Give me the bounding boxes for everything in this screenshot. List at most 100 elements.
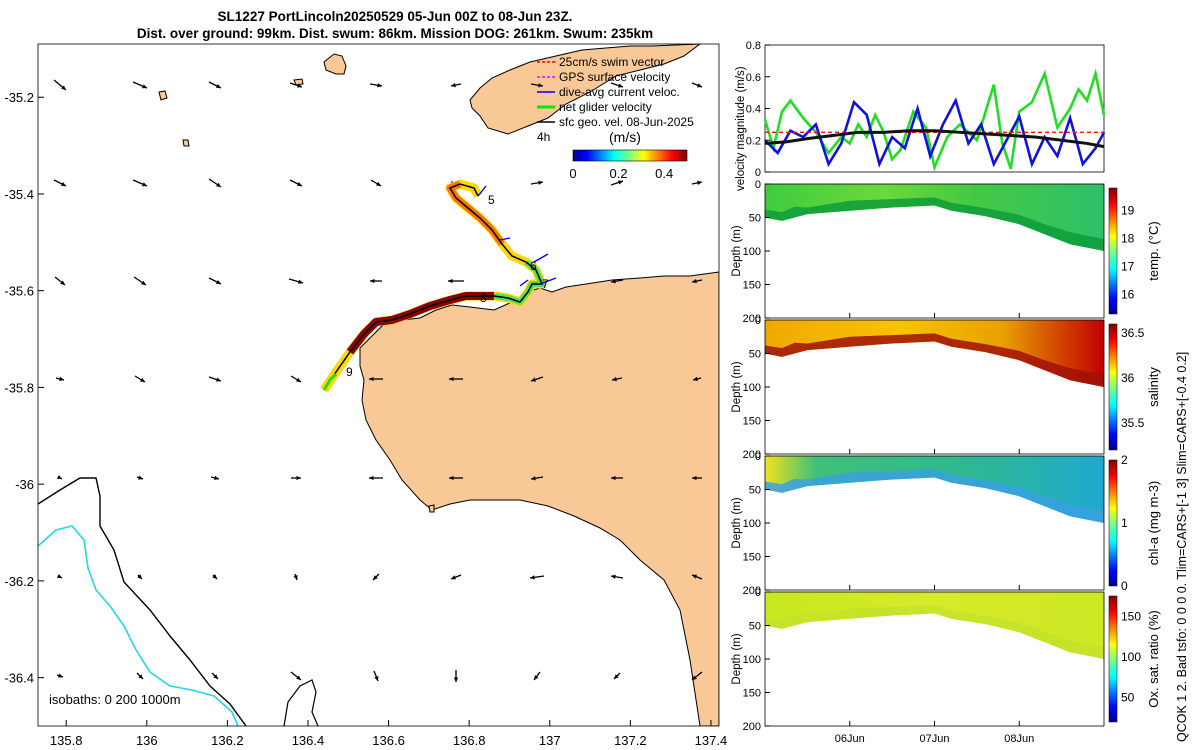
velocity-y-tick-label: 0.8 <box>746 40 761 52</box>
colorbar-tick-label: 35.5 <box>1121 416 1145 430</box>
depth-axis-label: Depth (m) <box>731 361 743 412</box>
sfc-vector-head <box>141 280 146 285</box>
land-north-coast <box>469 44 701 135</box>
colorbar-tick-label: 0 <box>569 166 576 181</box>
sfc-vector-head <box>448 278 453 284</box>
sfc-vector-head <box>138 475 143 480</box>
sfc-vector-head <box>216 377 221 382</box>
sfc-vector-head <box>451 82 456 88</box>
sfc-vector-head <box>142 182 147 187</box>
colorbar-ticks: 0 0.2 0.4 <box>569 166 673 181</box>
sfc-vector-head <box>449 475 454 481</box>
section-lower-layer <box>765 605 1104 659</box>
section-data-field <box>765 320 1104 387</box>
island-small-3 <box>293 78 304 86</box>
depth-tick-label: 150 <box>743 552 761 564</box>
map-x-tick-label: 136.8 <box>453 733 486 748</box>
depth-tick-label: 100 <box>743 654 761 666</box>
current-vector <box>519 279 529 287</box>
section-lower-layer <box>765 333 1104 387</box>
depth-tick-label: 100 <box>743 246 761 258</box>
colorbar-tick-label: 0.2 <box>610 166 628 181</box>
time-tick-label: 06Jun <box>835 733 865 745</box>
island-small-2 <box>182 139 190 147</box>
sfc-vector-head <box>611 574 616 579</box>
depth-tick-label: 0 <box>755 315 761 327</box>
velocity-colorbar <box>572 149 688 162</box>
colorbar-label: Ox. sat. ratio (%) <box>1146 610 1161 708</box>
velocity-y-tick-label: 0 <box>755 167 761 179</box>
section-data-field <box>765 184 1104 251</box>
colorbar-tick-label: 100 <box>1121 650 1141 664</box>
sfc-vector-head <box>216 84 221 88</box>
section-temperature: 0 50 100 150 200 Depth (m) 16 17 18 19 temp. (°C) <box>731 179 1161 325</box>
depth-tick-label: 0 <box>755 179 761 191</box>
depth-tick-label: 50 <box>749 485 761 497</box>
velocity-y-tick-label: 0.6 <box>746 72 761 84</box>
colorbar-tick-label: 17 <box>1121 259 1135 273</box>
colorbar-tick-label: 0 <box>1121 579 1128 593</box>
sfc-vector-head <box>58 673 63 678</box>
depth-tick-label: 0 <box>755 587 761 599</box>
legend-label: dive-avg current veloc. <box>559 85 680 99</box>
sfc-vector-head <box>692 675 697 680</box>
velocity-y-tick-label: 0.4 <box>746 104 761 116</box>
depth-tick-label: 200 <box>743 585 761 597</box>
depth-tick-label: 150 <box>743 416 761 428</box>
track-label-7: 7 <box>542 277 549 291</box>
sfc-vector-head <box>296 475 301 481</box>
colorbar-tick-label: 50 <box>1121 691 1135 705</box>
colorbar-label: chl-a (mg m-3) <box>1146 481 1161 566</box>
sfc-vector-head <box>61 85 66 90</box>
depth-tick-label: 100 <box>743 382 761 394</box>
depth-tick-label: 50 <box>749 213 761 225</box>
depth-tick-label: 100 <box>743 518 761 530</box>
velocity-series-line <box>764 129 1105 149</box>
map-x-tick-label: 137 <box>539 733 561 748</box>
colorbar-tick-label: 2 <box>1121 453 1128 467</box>
sfc-vector-head <box>376 181 381 186</box>
depth-tick-label: 200 <box>743 313 761 325</box>
map-panel: 135.8 136 136.2 136.4 136.6 136.8 137 137.2 137.… <box>4 43 727 748</box>
track-label-5: 5 <box>488 193 495 207</box>
sfc-vector-head <box>213 674 218 679</box>
sfc-vector-head <box>216 280 221 284</box>
depth-axis-label: Depth (m) <box>731 633 743 684</box>
sfc-vector-head <box>531 377 536 382</box>
colorbar-tick-label: 36.5 <box>1121 326 1145 340</box>
sfc-vector-head <box>61 182 66 186</box>
colorbar-tick-label: 18 <box>1121 231 1135 245</box>
isobath-label: isobaths: 0 200 1000m <box>49 692 181 707</box>
sfc-vector-head <box>693 376 698 382</box>
sfc-vector-head <box>692 574 697 579</box>
track-line <box>323 183 544 391</box>
time-tick-label: 08Jun <box>1004 733 1034 745</box>
figure-title: SL1227 PortLincoln20250529 05-Jun 00Z to… <box>0 8 790 42</box>
legend-label: GPS surface velocity <box>559 70 670 84</box>
island-north <box>323 53 347 75</box>
map-y-tick-label: -36.4 <box>4 671 34 686</box>
section-salinity: 0 50 100 150 200 Depth (m) 35.5 36 36.5 salinity <box>731 315 1161 461</box>
legend-note: 4h <box>537 130 550 144</box>
current-vector <box>499 237 511 241</box>
sfc-vector-head <box>212 574 217 579</box>
current-vector <box>539 277 557 285</box>
current-vector <box>533 253 549 263</box>
island-small-1 <box>158 90 168 101</box>
legend-label: sfc geo. vel. 08-Jun-2025 <box>559 115 694 129</box>
sfc-vector-head <box>214 475 219 481</box>
colorbar-tick-label: 36 <box>1121 371 1135 385</box>
sfc-vector-head <box>59 376 64 382</box>
sfc-vector-head <box>60 280 65 285</box>
velocity-axis: 0 0.2 0.4 0.6 0.8 <box>746 40 770 179</box>
current-vector <box>477 185 487 197</box>
section-lower-layer <box>765 197 1104 251</box>
section-data-field <box>765 456 1104 523</box>
sfc-vector-head <box>298 279 303 284</box>
map-axes: 135.8 136 136.2 136.4 136.6 136.8 137 137.2 137.… <box>4 90 727 748</box>
colorbar-label: temp. (°C) <box>1146 221 1161 280</box>
sfc-vector-head <box>697 83 702 88</box>
legend-label: 25cm/s swim vector <box>559 55 664 69</box>
sfc-vector-head <box>449 376 454 382</box>
